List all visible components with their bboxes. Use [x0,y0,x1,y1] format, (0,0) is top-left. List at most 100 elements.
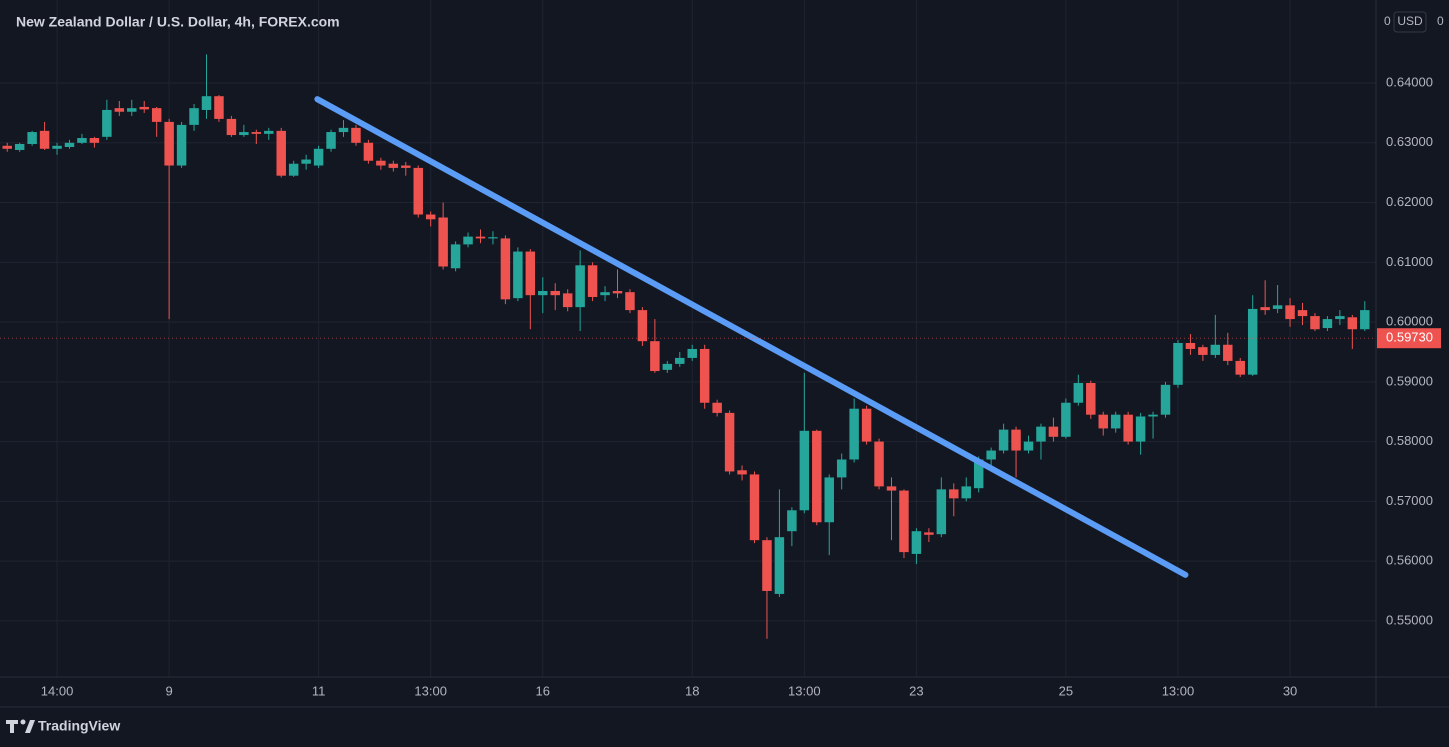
candle-body [762,540,772,591]
candle-body [14,144,25,150]
candle-body [538,290,548,296]
trend-line [314,96,1189,578]
brand-logo[interactable] [6,719,35,734]
candle-body [625,292,635,311]
candle-body [724,412,735,472]
candle-body [77,138,87,143]
candle-body [911,531,922,554]
candle-body [849,408,859,460]
candle-body [550,290,560,296]
candle-body [189,108,199,125]
candle-body [687,348,697,358]
candle-body [812,430,822,523]
candle-body [488,237,498,239]
logo-part [20,719,26,725]
candle-body [1036,426,1046,442]
brand[interactable]: TradingView [38,718,120,734]
y-tick-label: 0.56000 [1386,553,1433,568]
candle-body [961,486,971,499]
currency[interactable]: USD [1397,14,1423,28]
candle-body [1123,414,1133,442]
x-tick-label: 23 [909,683,923,698]
candle-body [1023,441,1034,451]
candle-body [1310,316,1320,330]
candle-body [612,290,623,294]
candle-body [899,490,909,553]
candle-body [525,251,536,296]
candle-body [127,108,137,112]
candle-body [1285,305,1295,320]
x-tick-label: 13:00 [1162,683,1195,698]
candle-body [201,96,212,110]
candle-body [1011,429,1021,451]
candle-body [637,310,648,342]
candle-body [662,363,673,370]
candle-body [114,108,125,112]
y-tick-label: 0.62000 [1386,194,1433,209]
candle-body [376,160,386,166]
candle-body [425,214,436,220]
candle-body [226,118,237,136]
candle-body [575,265,585,308]
candle-body [438,217,448,267]
candle-body [52,145,62,149]
candle-body [102,109,112,137]
candle-body [39,130,50,149]
candle-body [1110,414,1121,429]
candle-body [562,293,573,308]
last-price-tag [1377,328,1441,349]
overlay [0,96,1376,578]
candle-body [351,127,361,143]
candle-body [413,167,423,215]
candle-body [1048,426,1059,437]
x-tick-label: 16 [536,683,550,698]
candle-body [1185,342,1196,349]
candle-body [463,236,473,245]
x-tick-label: 9 [166,683,173,698]
candle-body [139,106,149,110]
candle-body [675,357,685,364]
x-tick-label: 25 [1059,683,1073,698]
candle-body [986,450,996,460]
logo-part [6,720,18,733]
currency-button[interactable] [1393,11,1427,33]
axes: 0.55000 0.56000 0.57000 0.58000 0.59000 0.600… [41,74,1441,698]
candle-body [276,130,286,176]
candle-body [1223,344,1233,361]
candle-body [338,127,349,133]
candle-body [176,124,187,166]
last-price-label: 0.59730 [1386,330,1433,345]
candle-body [836,459,847,478]
candle-body [264,130,274,134]
candle-body [1061,402,1071,437]
candle-body [301,159,311,164]
candle-body [1272,305,1283,309]
y-tick-label: 0.55000 [1386,612,1433,627]
candle-body [749,474,760,541]
candle-body [874,441,884,487]
candle-body [1198,347,1208,355]
candle-body [924,532,934,535]
candle-body [1073,383,1084,403]
candle-body [936,489,947,535]
candle-body [787,510,797,532]
candle-body [998,429,1009,451]
candle-body [650,341,660,372]
candle-body [1098,414,1108,429]
candle-body [600,292,610,296]
candle-body [1322,319,1333,329]
x-tick-label: 13:00 [414,683,447,698]
candle-body [737,470,747,475]
candle-body [164,121,174,166]
candle-body [1235,360,1245,375]
y-tick-label: 0.64000 [1386,74,1433,89]
x-tick-label: 14:00 [41,683,74,698]
candle-body [973,459,984,489]
candle-body [1260,307,1270,311]
candle-body [363,142,374,161]
y-tick-label: 0.63000 [1386,134,1433,149]
candle-body [450,244,461,269]
candle-body [1160,384,1171,415]
